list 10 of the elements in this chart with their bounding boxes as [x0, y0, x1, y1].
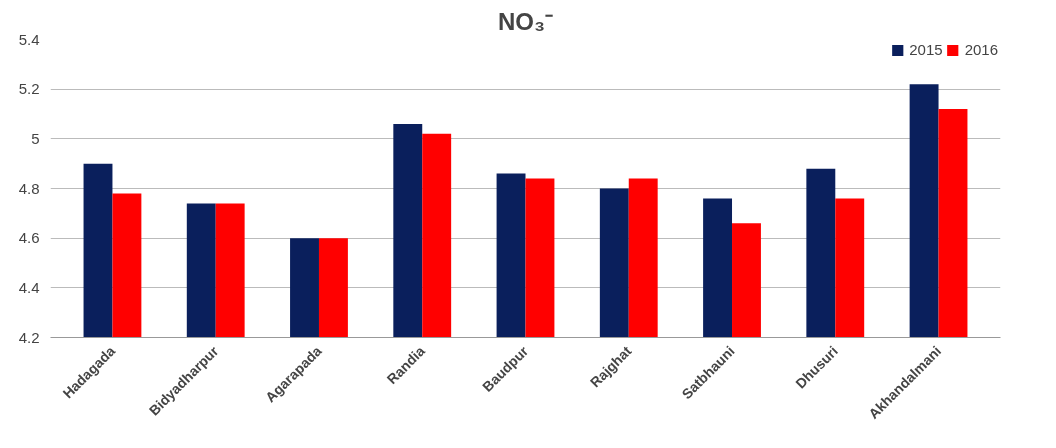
y-tick-label: 4.8 [18, 179, 40, 197]
legend-label: 2015 [909, 41, 943, 58]
y-tick-label: 5 [31, 129, 40, 147]
y-tick-label: 4.6 [18, 229, 40, 247]
chart-title: NO₃⁻ [497, 7, 554, 35]
y-tick-label: 5.4 [18, 30, 40, 48]
legend-label: 2016 [964, 41, 998, 58]
y-tick-label: 4.4 [18, 278, 40, 296]
y-tick-label: 4.2 [18, 328, 40, 346]
y-tick-label: 5.2 [18, 80, 40, 98]
